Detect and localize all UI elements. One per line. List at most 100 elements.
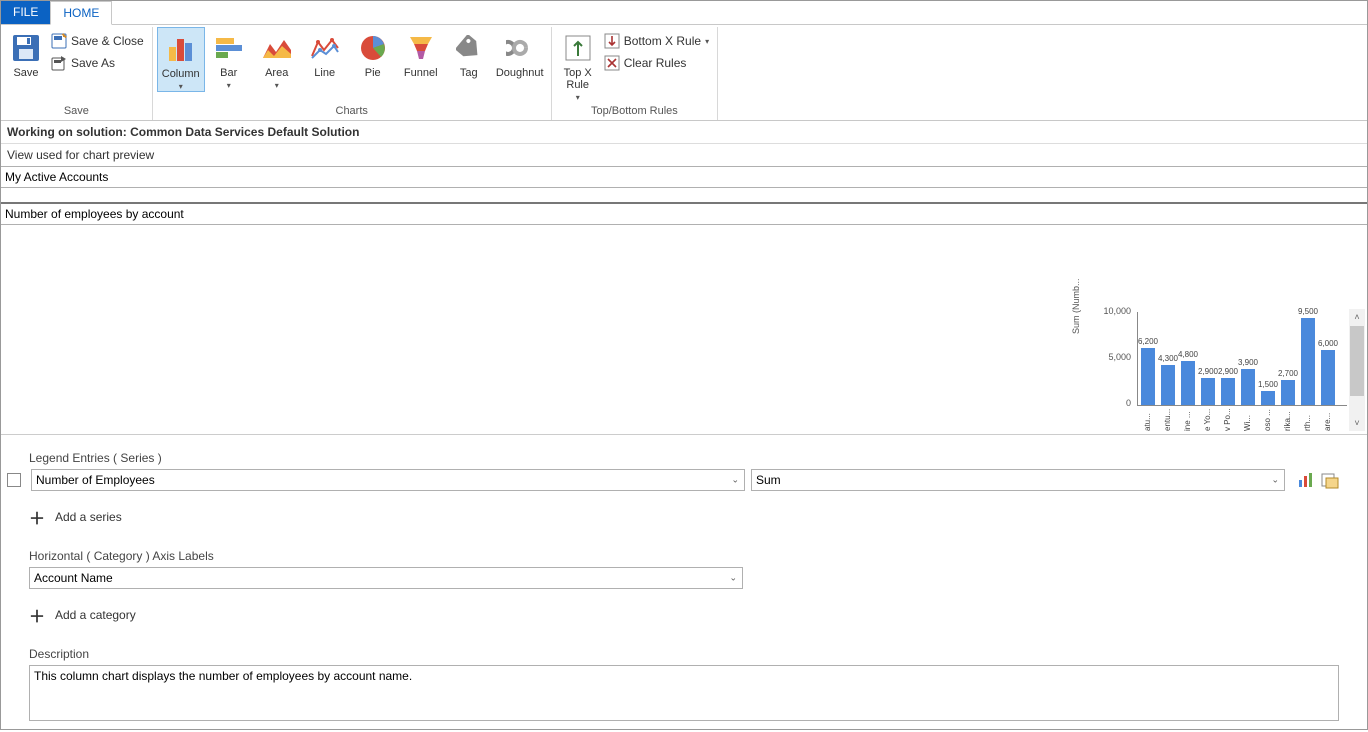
tab-file[interactable]: FILE [1,1,50,24]
bottom-x-icon [604,33,620,49]
chart-type-pie-button[interactable]: Pie [349,27,397,79]
category-label: Wi... [1243,407,1252,431]
category-label: e Yo... [1203,407,1212,431]
view-label: View used for chart preview [1,144,1367,166]
y-tick-label: 0 [1095,398,1131,408]
doughnut-chart-icon [506,35,534,61]
category-label: v Po... [1223,407,1232,431]
line-chart-icon [310,36,340,60]
pie-chart-icon [360,35,386,61]
save-button[interactable]: Save [5,27,47,79]
ribbon-group-save-label: Save [5,103,148,120]
chart-bar [1281,380,1295,405]
column-chart-icon [166,35,196,63]
chevron-down-icon: ▾ [275,81,279,90]
chart-bar [1141,348,1155,405]
funnel-chart-icon [408,35,434,61]
category-label: entu... [1163,407,1172,431]
tab-bar: FILE HOME [1,1,1367,25]
bar-value-label: 2,900 [1198,367,1218,376]
scroll-down-button[interactable]: ˅ [1349,415,1365,431]
chart-bar [1221,378,1235,405]
chart-bar [1301,318,1315,405]
chart-bar [1261,391,1275,405]
bar-value-label: 6,200 [1138,337,1158,346]
top-x-rule-button[interactable]: Top X Rule▾ [556,27,600,102]
chart-bar [1201,378,1215,405]
chart-type-area-button[interactable]: Area▾ [253,27,301,90]
chart-title-input[interactable] [1,202,1367,225]
bar-value-label: 4,800 [1178,350,1198,359]
chart-type-tag-button[interactable]: Tag [445,27,493,79]
chart-type-line-button[interactable]: Line [301,27,349,79]
y-axis-title: Sum (Numb... [1071,278,1081,334]
tag-icon [456,35,482,61]
bar-value-label: 4,300 [1158,354,1178,363]
save-icon [11,33,41,63]
chart-config-area: Legend Entries ( Series ) ⌄ ⌄ ＋ Add a se… [1,435,1367,732]
description-textarea[interactable] [29,665,1339,721]
series-options-icon[interactable] [1321,471,1339,489]
chevron-down-icon: ▾ [227,81,231,90]
y-tick-label: 10,000 [1095,306,1131,316]
bar-value-label: 2,700 [1278,369,1298,378]
category-label: ine ... [1183,407,1192,431]
bar-value-label: 3,900 [1238,358,1258,367]
plus-icon: ＋ [29,505,45,529]
horizontal-axis-label: Horizontal ( Category ) Axis Labels [29,549,1339,563]
bar-chart-icon [214,36,244,60]
scroll-thumb[interactable] [1350,326,1364,396]
chart-preview-area: Sum (Numb... 6,200 atu... 4,300 entu... 4,80… [1,225,1367,435]
chart-bar [1181,361,1195,405]
scroll-up-button[interactable]: ˄ [1349,309,1365,325]
add-category-button[interactable]: ＋ Add a category [29,603,1339,627]
chart-bar [1161,365,1175,405]
chart-display-options-icon[interactable] [1297,471,1315,489]
ribbon-group-charts-label: Charts [157,103,547,120]
bottom-x-rule-button[interactable]: Bottom X Rule▾ [600,31,713,51]
plus-icon: ＋ [29,603,45,627]
save-as-icon [51,55,67,71]
category-label: oso ... [1263,407,1272,431]
chart-bar [1321,350,1335,405]
vertical-scrollbar[interactable]: ˄ ˅ [1349,309,1365,431]
category-label: rika... [1283,407,1292,431]
save-close-icon [51,33,67,49]
preview-chart: Sum (Numb... 6,200atu...4,300entu...4,80… [1089,304,1347,434]
category-label: are... [1323,407,1332,431]
save-label: Save [13,67,38,79]
aggregate-select[interactable] [751,469,1285,491]
bar-value-label: 2,900 [1218,367,1238,376]
bar-value-label: 9,500 [1298,307,1318,316]
bar-value-label: 6,000 [1318,339,1338,348]
description-label: Description [29,647,1339,661]
y-tick-label: 5,000 [1095,352,1131,362]
save-as-button[interactable]: Save As [47,53,148,73]
category-field-select[interactable] [29,567,743,589]
chevron-down-icon: ▾ [179,82,183,91]
top-x-icon [564,34,592,62]
series-checkbox[interactable] [7,473,21,487]
ribbon-group-rules-label: Top/Bottom Rules [556,103,713,120]
save-and-close-button[interactable]: Save & Close [47,31,148,51]
chart-type-column-button[interactable]: Column▾ [157,27,205,92]
chevron-down-icon: ▾ [705,37,709,46]
chevron-down-icon: ▾ [576,93,580,102]
view-select[interactable] [1,166,1367,188]
chart-bar [1241,369,1255,405]
clear-rules-icon [604,55,620,71]
series-field-select[interactable] [31,469,745,491]
legend-entries-label: Legend Entries ( Series ) [29,451,1339,465]
category-label: rth... [1303,407,1312,431]
solution-info: Working on solution: Common Data Service… [1,121,1367,144]
ribbon: Save Save & Close Save As Save Column▾ [1,25,1367,121]
category-label: atu... [1143,407,1152,431]
chart-type-bar-button[interactable]: Bar▾ [205,27,253,90]
chart-type-doughnut-button[interactable]: Doughnut [493,27,547,79]
bar-value-label: 1,500 [1258,380,1278,389]
tab-home[interactable]: HOME [50,1,112,25]
clear-rules-button[interactable]: Clear Rules [600,53,713,73]
area-chart-icon [262,36,292,60]
add-series-button[interactable]: ＋ Add a series [29,505,1339,529]
chart-type-funnel-button[interactable]: Funnel [397,27,445,79]
